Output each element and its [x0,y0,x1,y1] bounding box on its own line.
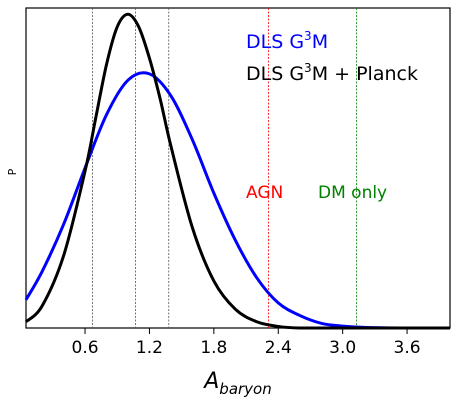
x-tick-label: 2.4 [265,338,292,358]
legend: DLS G3M DLS G3M + Planck [246,29,418,85]
x-tick-label: 1.2 [136,338,163,358]
series-lines [24,12,450,330]
x-axis-ticks: 0.6 1.2 1.8 2.4 3.0 3.6 [72,328,421,358]
series-line-1 [24,12,450,330]
x-axis-label-main: A [202,369,219,394]
annotation-dm-only: DM only [318,183,387,203]
x-tick-label: 3.6 [394,338,421,358]
y-axis-label: P [6,168,19,175]
x-axis-label: Abaryon [202,369,272,398]
x-tick-label: 0.6 [72,338,99,358]
x-tick-label: 1.8 [200,338,227,358]
legend-entry-dls: DLS G3M [246,29,328,53]
plot-frame [25,7,451,329]
legend-entry-dls-planck: DLS G3M + Planck [246,61,418,85]
x-axis-label-sub: baryon [219,380,271,398]
x-tick-label: 3.0 [329,338,356,358]
annotation-agn: AGN [246,183,283,203]
reference-lines [92,8,358,328]
